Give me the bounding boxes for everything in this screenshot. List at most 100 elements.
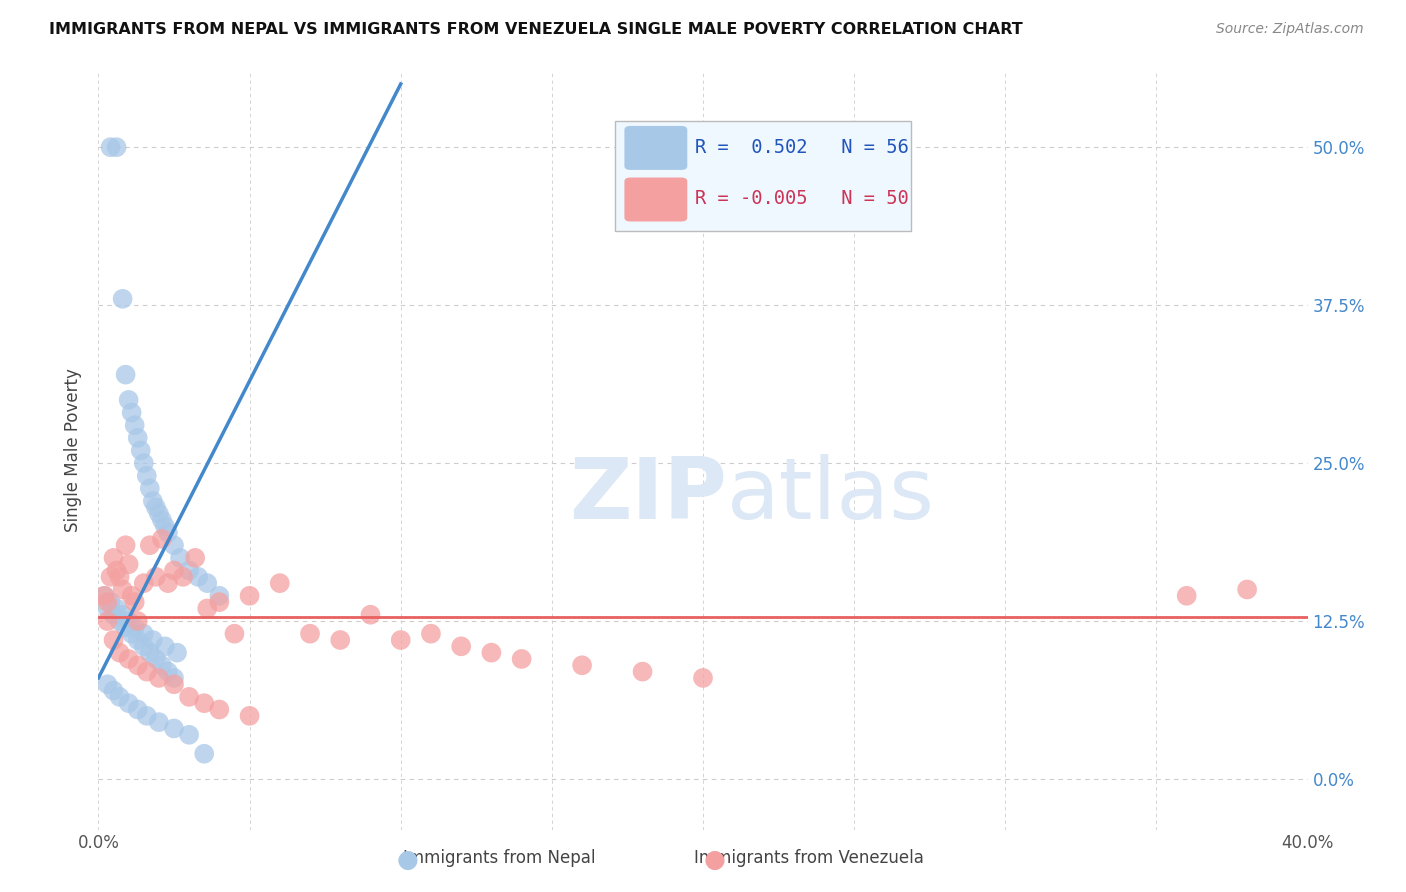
Point bbox=[179, 690, 201, 704]
Point bbox=[103, 633, 125, 648]
Point bbox=[132, 626, 155, 640]
Point bbox=[139, 646, 162, 660]
Point bbox=[195, 576, 218, 591]
Point bbox=[420, 626, 443, 640]
Point bbox=[224, 626, 246, 640]
Point bbox=[450, 640, 472, 654]
Point bbox=[105, 601, 128, 615]
Point bbox=[631, 665, 654, 679]
Point bbox=[179, 564, 201, 578]
Text: ZIP: ZIP bbox=[569, 454, 727, 538]
Point bbox=[103, 607, 125, 622]
Point bbox=[132, 640, 155, 654]
Point bbox=[166, 646, 188, 660]
Point bbox=[329, 633, 352, 648]
Point bbox=[132, 576, 155, 591]
Point bbox=[299, 626, 322, 640]
Point bbox=[127, 658, 149, 673]
Point bbox=[239, 589, 262, 603]
Point bbox=[163, 671, 186, 685]
Point bbox=[163, 564, 186, 578]
Point bbox=[150, 513, 173, 527]
Point bbox=[127, 633, 149, 648]
Point bbox=[184, 550, 207, 565]
Point bbox=[108, 646, 131, 660]
Text: R =  0.502   N = 56: R = 0.502 N = 56 bbox=[695, 137, 908, 157]
Point bbox=[156, 576, 179, 591]
Point bbox=[124, 595, 146, 609]
Point bbox=[148, 671, 170, 685]
Point bbox=[142, 494, 165, 508]
Point bbox=[239, 708, 262, 723]
Point bbox=[114, 368, 136, 382]
Point bbox=[193, 696, 215, 710]
Point bbox=[135, 468, 157, 483]
Point bbox=[1236, 582, 1258, 597]
Point bbox=[142, 633, 165, 648]
Point bbox=[100, 140, 122, 154]
Point bbox=[118, 557, 141, 572]
Point bbox=[103, 550, 125, 565]
Point bbox=[481, 646, 503, 660]
Point bbox=[127, 702, 149, 716]
Point bbox=[195, 601, 218, 615]
Text: atlas: atlas bbox=[727, 454, 935, 538]
Point bbox=[1175, 589, 1198, 603]
Y-axis label: Single Male Poverty: Single Male Poverty bbox=[65, 368, 83, 533]
Point bbox=[148, 715, 170, 730]
Point bbox=[389, 633, 412, 648]
Point bbox=[118, 696, 141, 710]
Point bbox=[692, 671, 714, 685]
Point bbox=[121, 406, 143, 420]
Point bbox=[163, 538, 186, 552]
Point bbox=[179, 728, 201, 742]
Point bbox=[100, 595, 122, 609]
Text: Immigrants from Venezuela: Immigrants from Venezuela bbox=[693, 849, 924, 867]
Point bbox=[114, 538, 136, 552]
Point bbox=[139, 482, 162, 496]
Point bbox=[103, 683, 125, 698]
Point bbox=[118, 652, 141, 666]
Point bbox=[163, 677, 186, 691]
Point bbox=[111, 292, 134, 306]
Point bbox=[135, 708, 157, 723]
Point bbox=[93, 589, 115, 603]
Point bbox=[108, 614, 131, 628]
Point bbox=[121, 589, 143, 603]
Point bbox=[96, 677, 118, 691]
Point bbox=[105, 564, 128, 578]
Point bbox=[127, 614, 149, 628]
Point bbox=[269, 576, 291, 591]
Point bbox=[208, 702, 231, 716]
Point bbox=[145, 652, 167, 666]
FancyBboxPatch shape bbox=[624, 178, 688, 221]
Point bbox=[510, 652, 533, 666]
Point bbox=[111, 607, 134, 622]
Text: IMMIGRANTS FROM NEPAL VS IMMIGRANTS FROM VENEZUELA SINGLE MALE POVERTY CORRELATI: IMMIGRANTS FROM NEPAL VS IMMIGRANTS FROM… bbox=[49, 22, 1024, 37]
Point bbox=[108, 570, 131, 584]
Point bbox=[118, 614, 141, 628]
Point bbox=[108, 690, 131, 704]
Point bbox=[145, 500, 167, 515]
Point bbox=[360, 607, 382, 622]
Text: Source: ZipAtlas.com: Source: ZipAtlas.com bbox=[1216, 22, 1364, 37]
Point bbox=[172, 570, 194, 584]
Point bbox=[169, 550, 191, 565]
Point bbox=[153, 640, 176, 654]
Text: Immigrants from Nepal: Immigrants from Nepal bbox=[404, 849, 595, 867]
Point bbox=[156, 665, 179, 679]
Point bbox=[111, 582, 134, 597]
Point bbox=[571, 658, 593, 673]
Point bbox=[193, 747, 215, 761]
Point bbox=[145, 570, 167, 584]
Text: R = -0.005   N = 50: R = -0.005 N = 50 bbox=[695, 189, 908, 208]
FancyBboxPatch shape bbox=[624, 126, 688, 170]
Text: ●: ● bbox=[396, 848, 419, 871]
Point bbox=[150, 658, 173, 673]
Point bbox=[153, 519, 176, 533]
Point bbox=[132, 456, 155, 470]
Point bbox=[135, 665, 157, 679]
Point bbox=[121, 626, 143, 640]
Point bbox=[156, 525, 179, 540]
Point bbox=[208, 589, 231, 603]
